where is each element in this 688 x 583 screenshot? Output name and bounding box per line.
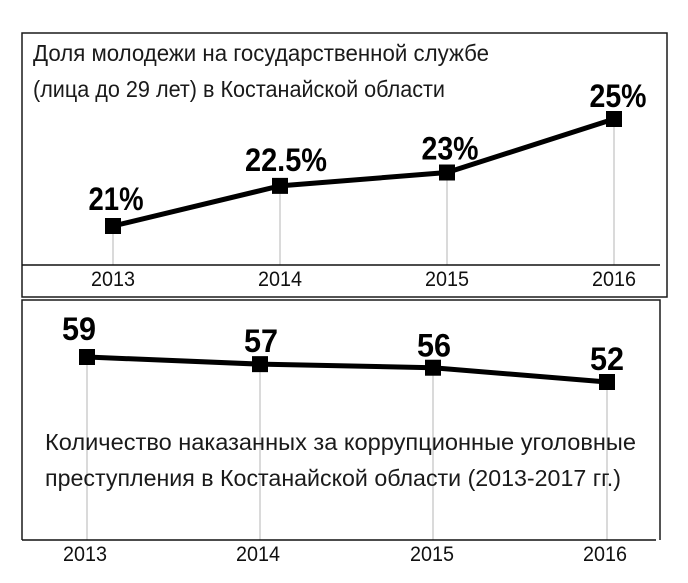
data-label-2014: 22.5%	[245, 142, 327, 178]
data-label-2014: 57	[244, 323, 278, 359]
data-label-2013: 21%	[89, 181, 144, 217]
x-tick-label-2014: 2014	[236, 543, 280, 566]
series-line	[112, 116, 615, 229]
x-tick-label-2016: 2016	[592, 268, 636, 291]
chart-title-line-1: Доля молодежи на государственной службе	[33, 40, 489, 66]
data-label-2015: 23%	[422, 131, 479, 167]
x-tick-label-2013: 2013	[63, 543, 107, 566]
data-label-2016: 25%	[590, 78, 647, 114]
series	[79, 349, 615, 390]
x-tick-label-2014: 2014	[258, 268, 302, 291]
drop-lines	[86, 357, 608, 540]
data-point-2015	[425, 359, 441, 376]
data-point-2014	[272, 177, 288, 194]
data-point-2014	[252, 356, 268, 373]
chart-frame	[21, 32, 668, 298]
x-tick-label-2013: 2013	[91, 268, 135, 291]
x-tick-labels: 2013 2014 2015 2016	[63, 543, 627, 566]
x-tick-labels: 2013 2014 2015 2016	[91, 268, 636, 291]
data-label-2015: 56	[417, 328, 451, 364]
data-labels: 21% 22.5% 23% 25%	[89, 78, 647, 217]
series	[105, 111, 622, 234]
data-point-2015	[439, 164, 455, 181]
corruption-convictions-chart: Количество наказанных за коррупционные у…	[21, 299, 661, 566]
youth-share-chart: Доля молодежи на государственной службе …	[21, 32, 668, 298]
data-point-2013	[79, 349, 95, 365]
drop-lines	[112, 119, 615, 265]
data-point-2016	[606, 111, 622, 127]
data-point-2016	[599, 374, 615, 390]
x-tick-label-2015: 2015	[425, 268, 469, 291]
chart-frame	[21, 299, 661, 540]
data-labels: 59 57 56 52	[62, 311, 624, 377]
series-line	[86, 354, 608, 385]
chart-title-line-1: Количество наказанных за коррупционные у…	[45, 429, 636, 455]
x-tick-label-2016: 2016	[583, 543, 627, 566]
data-label-2013: 59	[62, 311, 96, 347]
x-tick-label-2015: 2015	[410, 543, 454, 566]
chart-title-line-2: преступления в Костанайской области (201…	[45, 465, 621, 491]
data-label-2016: 52	[590, 341, 624, 377]
chart-title-line-2: (лица до 29 лет) в Костанайской области	[33, 76, 445, 102]
data-point-2013	[105, 218, 121, 234]
